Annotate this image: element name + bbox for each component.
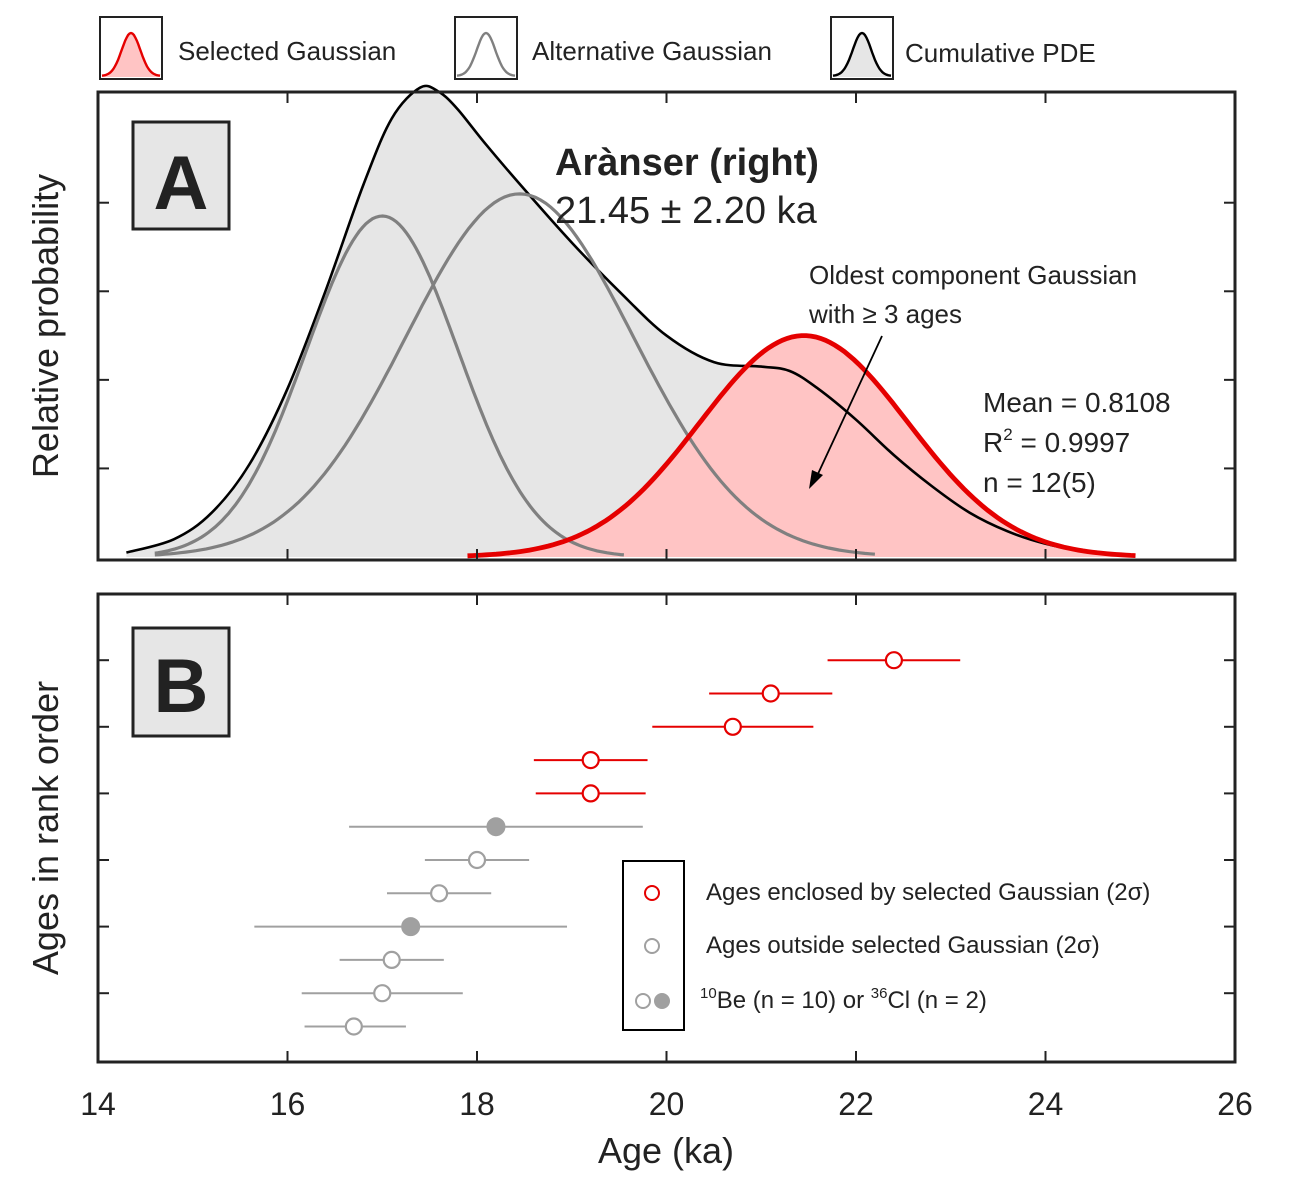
panel-b-label: B [154,644,209,729]
panel-b: B Ages enclosed by selected Gaussian (2σ… [25,592,1237,1064]
legend-cl-text: Cl (n = 2) [887,987,986,1014]
legend-selected-swatch-line [101,31,161,77]
annotation-line1: Oldest component Gaussian [809,260,1137,290]
legend-alternative-gaussian: Alternative Gaussian [454,16,772,80]
x-tick-label: 18 [459,1086,495,1122]
alternative-gaussian-line-1 [154,214,625,557]
panel-b-label-box: B [131,626,231,738]
x-tick-label: 26 [1217,1086,1253,1122]
legend-alternative-label: Alternative Gaussian [532,36,772,66]
legend-nuclide-label: 10Be (n = 10) or 36Cl (n = 2) [700,985,987,1014]
legend-cumulative-pde: Cumulative PDE [830,16,1096,80]
stat-r-sup: 2 [1003,425,1012,444]
legend-cumulative-swatch-line [832,31,892,77]
stat-n: n = 12(5) [983,467,1096,498]
stat-r-prefix: R [983,427,1003,458]
age-point-open [761,684,780,703]
annotation-arrow [809,335,883,489]
legend-be-sup: 10 [700,985,717,1002]
site-name: Arànser (right) [555,142,819,184]
age-point-open [884,651,904,670]
legend-cumulative-label: Cumulative PDE [905,38,1096,68]
panel-a: A Arànser (right) 21.45 ± 2.20 ka Oldest… [25,84,1237,562]
age-point-open [723,717,742,736]
annotation-line2: with ≥ 3 ages [808,299,962,329]
age-point-open [581,784,600,803]
legend-cumulative-swatch-fill [833,33,891,77]
panel-a-curves [126,84,1136,559]
x-tick-label: 24 [1028,1086,1064,1122]
panel-a-ticks [98,92,1235,560]
panel-a-label-box: A [131,120,231,231]
age-point-filled [401,917,421,937]
panel-a-label: A [154,141,209,226]
age-point-open [373,984,392,1003]
legend-cl-marker [654,993,670,1009]
age-point-open [344,1017,363,1036]
stat-r-value: = 0.9997 [1013,427,1131,458]
age-point-open [382,950,401,970]
panel-a-ylabel: Relative probability [25,174,66,478]
cumulative-pde-fill [126,85,1136,557]
top-legend: Selected Gaussian Alternative Gaussian C… [99,16,1096,80]
legend-cl-sup: 36 [871,985,888,1002]
x-tick-label: 14 [80,1086,116,1122]
age-point-open [581,750,600,770]
x-tick-label: 16 [270,1086,306,1122]
panel-b-points [254,651,961,1036]
x-tick-label: 20 [649,1086,685,1122]
panel-b-ylabel: Ages in rank order [25,681,66,975]
x-tick-labels: 14 16 18 20 22 24 26 [80,1086,1253,1122]
legend-outside-label: Ages outside selected Gaussian (2σ) [706,932,1100,959]
selected-gaussian-line [467,333,1136,559]
alternative-gaussian-line-2 [154,192,876,557]
legend-be-text: Be (n = 10) or [717,987,871,1014]
stat-r-squared: R2 = 0.9997 [983,425,1130,458]
stat-mean: Mean = 0.8108 [983,387,1171,418]
legend-selected-label: Selected Gaussian [178,36,396,66]
legend-enclosed-label: Ages enclosed by selected Gaussian (2σ) [706,879,1150,906]
legend-selected-gaussian: Selected Gaussian [99,16,396,80]
site-age: 21.45 ± 2.20 ka [555,190,818,232]
age-point-open [430,884,449,903]
panel-b-legend: Ages enclosed by selected Gaussian (2σ) … [622,860,1150,1031]
selected-gaussian-fill [467,335,1136,557]
legend-enclosed-marker [644,885,660,901]
panel-b-ticks [98,594,1235,1062]
legend-outside-marker [644,938,660,954]
legend-be-marker [635,993,651,1009]
x-tick-label: 22 [838,1086,874,1122]
x-axis-label: Age (ka) [598,1130,734,1171]
legend-alternative-swatch-line [456,31,516,77]
age-point-filled [486,817,506,837]
age-point-open [467,850,487,870]
